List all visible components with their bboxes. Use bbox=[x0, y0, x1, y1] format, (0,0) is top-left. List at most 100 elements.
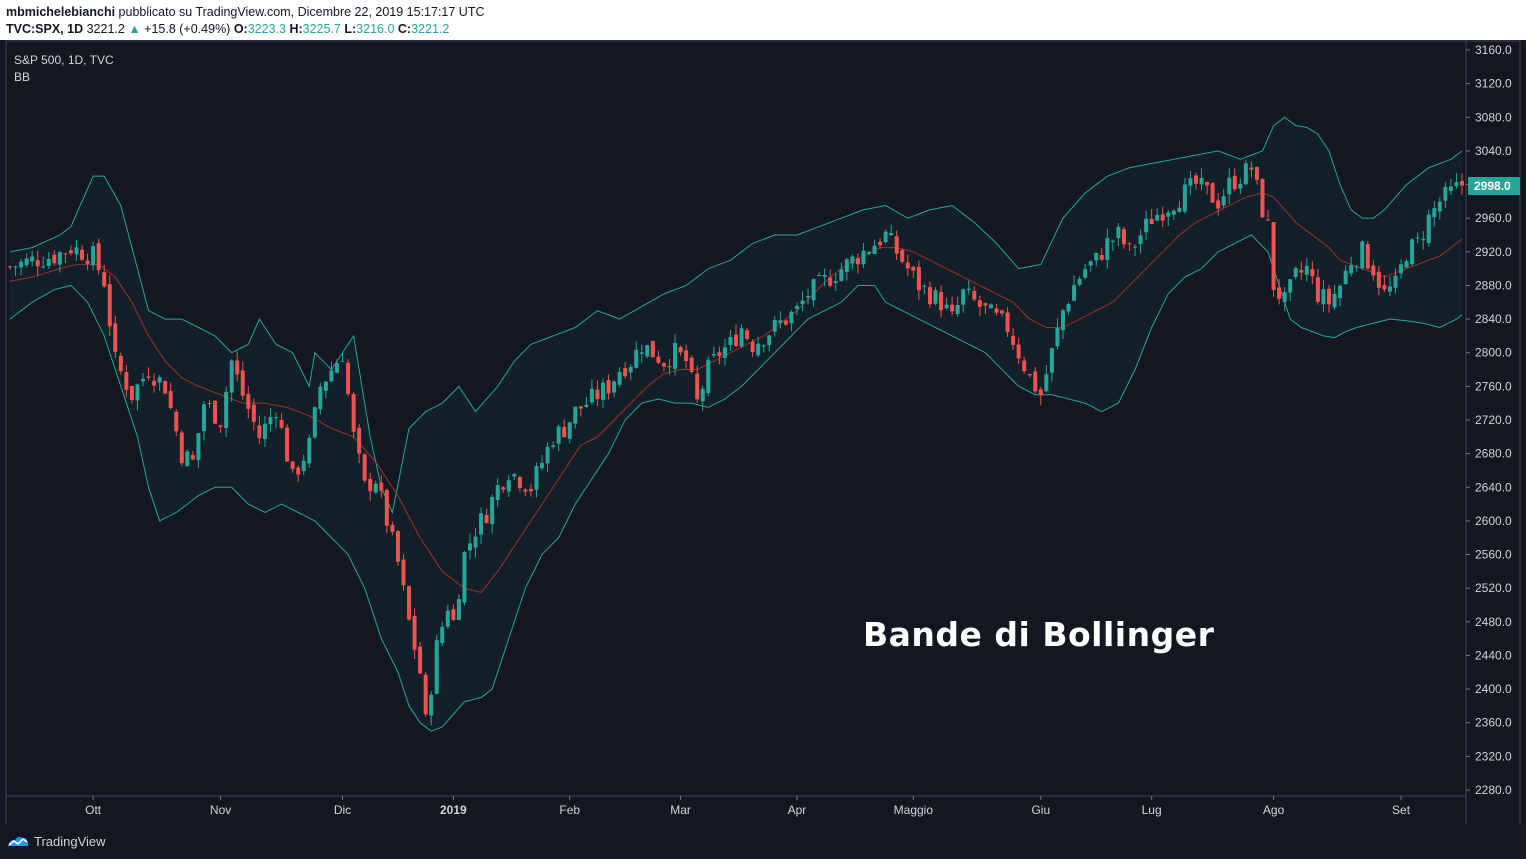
candle bbox=[24, 253, 29, 268]
price-chart[interactable]: 2280.0 2320.0 2360.0 2400.0 2440.0 2480.0 2520… bbox=[0, 40, 1526, 824]
candle-body bbox=[107, 284, 112, 327]
candle-body bbox=[484, 514, 489, 524]
candle bbox=[373, 480, 378, 494]
candle-body bbox=[506, 480, 511, 492]
candle bbox=[1260, 177, 1265, 218]
brand-name[interactable]: TradingView bbox=[34, 834, 106, 849]
y-tick-label: 2440.0 bbox=[1475, 648, 1512, 662]
candle bbox=[1193, 172, 1198, 190]
candle-body bbox=[1144, 218, 1149, 233]
candle bbox=[196, 433, 201, 468]
candle bbox=[695, 365, 700, 403]
candle bbox=[1376, 265, 1381, 296]
candle-body bbox=[728, 336, 733, 346]
x-tick-label: Dic bbox=[334, 803, 351, 817]
candle-body bbox=[323, 381, 328, 391]
bollinger-band-fill bbox=[10, 117, 1462, 732]
candle bbox=[379, 474, 384, 498]
candle bbox=[734, 324, 738, 348]
candle-body bbox=[135, 384, 140, 401]
legend-title[interactable]: S&P 500, 1D, TVC bbox=[14, 53, 114, 67]
candle bbox=[1460, 173, 1464, 195]
candle bbox=[1099, 248, 1104, 261]
candle-body bbox=[1066, 304, 1071, 312]
tradingview-logo-icon[interactable] bbox=[6, 833, 30, 849]
publish-header: mbmichelebianchi pubblicato su TradingVi… bbox=[0, 0, 1526, 40]
candle bbox=[52, 250, 57, 266]
candle-body bbox=[30, 256, 35, 262]
candle-body bbox=[312, 407, 317, 438]
candle bbox=[357, 424, 362, 464]
candle bbox=[201, 400, 206, 441]
candle bbox=[1205, 181, 1210, 195]
close-value: 3221.2 bbox=[411, 22, 450, 36]
candle-body bbox=[318, 386, 323, 410]
candle bbox=[966, 280, 971, 295]
candle bbox=[107, 275, 112, 336]
high-value: 3225.7 bbox=[302, 22, 341, 36]
candle bbox=[401, 554, 406, 591]
candle-body bbox=[418, 646, 423, 674]
lower-band-line bbox=[9, 234, 1463, 732]
candle-body bbox=[146, 376, 151, 378]
legend-indicator[interactable]: BB bbox=[14, 70, 31, 84]
candle-body bbox=[1000, 310, 1005, 314]
candle bbox=[817, 272, 822, 277]
x-tick-label: Lug bbox=[1142, 803, 1162, 817]
candle bbox=[634, 341, 639, 369]
candle-body bbox=[606, 380, 611, 394]
candle bbox=[290, 461, 295, 473]
candle-body bbox=[822, 275, 827, 277]
candle-body bbox=[434, 640, 439, 694]
candle bbox=[1072, 275, 1077, 301]
candle-body bbox=[1299, 270, 1304, 273]
candle bbox=[268, 408, 273, 432]
candle bbox=[13, 265, 18, 276]
author-name[interactable]: mbmichelebianchi bbox=[6, 5, 116, 19]
candle bbox=[872, 239, 877, 255]
candle bbox=[506, 475, 511, 497]
candle bbox=[905, 254, 910, 277]
y-tick-label: 2400.0 bbox=[1475, 682, 1512, 696]
candle bbox=[1343, 264, 1348, 285]
candle-body bbox=[8, 266, 12, 268]
y-tick-label: 2680.0 bbox=[1475, 447, 1512, 461]
candle-body bbox=[933, 290, 938, 304]
candle-body bbox=[667, 365, 672, 368]
candle bbox=[368, 472, 373, 501]
candle bbox=[473, 528, 478, 558]
candle-body bbox=[850, 256, 855, 264]
candle-body bbox=[201, 404, 206, 432]
y-tick-label: 3040.0 bbox=[1475, 144, 1512, 158]
candle bbox=[756, 336, 761, 358]
candle bbox=[994, 303, 999, 316]
candle bbox=[19, 258, 24, 276]
candle bbox=[124, 365, 129, 398]
candle-body bbox=[445, 610, 450, 627]
chart-container[interactable]: 2280.0 2320.0 2360.0 2400.0 2440.0 2480.0 2520… bbox=[0, 40, 1526, 824]
candle-body bbox=[262, 423, 267, 440]
candle bbox=[706, 356, 711, 397]
candle-body bbox=[1399, 264, 1404, 274]
candle bbox=[1299, 261, 1304, 280]
candle bbox=[667, 358, 672, 375]
candle bbox=[190, 450, 195, 461]
candle bbox=[761, 344, 766, 353]
candle bbox=[1000, 309, 1005, 317]
candle-body bbox=[1127, 243, 1132, 245]
candle-body bbox=[1216, 200, 1221, 209]
candle bbox=[135, 383, 140, 411]
candle-body bbox=[1360, 241, 1365, 269]
candle bbox=[961, 288, 966, 313]
candle-body bbox=[1382, 285, 1387, 290]
candle bbox=[1188, 171, 1193, 195]
candle-body bbox=[423, 674, 428, 715]
candle bbox=[545, 442, 550, 473]
y-tick-label: 2320.0 bbox=[1475, 749, 1512, 763]
candle-body bbox=[1437, 201, 1442, 212]
candle-body bbox=[57, 252, 62, 265]
candle-body bbox=[1105, 238, 1110, 260]
candle bbox=[207, 400, 212, 408]
candle-body bbox=[68, 250, 73, 254]
candle-body bbox=[562, 426, 567, 438]
